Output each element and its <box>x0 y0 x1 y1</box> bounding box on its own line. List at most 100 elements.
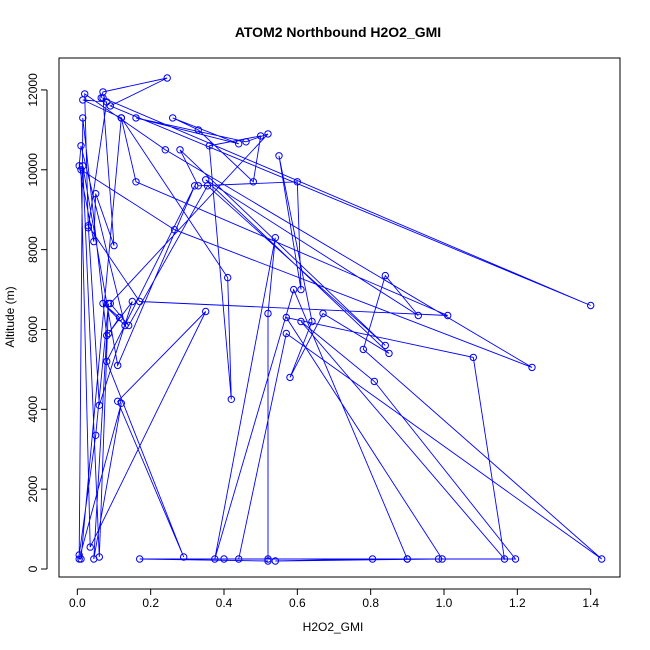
data-point <box>90 555 98 563</box>
data-point <box>176 146 184 154</box>
data-point <box>92 190 100 198</box>
data-point <box>290 285 298 294</box>
data-point <box>128 297 137 306</box>
data-point <box>90 237 98 246</box>
data-point <box>528 363 536 372</box>
data-point <box>293 178 301 186</box>
data-point <box>370 377 378 386</box>
y-tick-label: 12000 <box>26 73 40 107</box>
data-point <box>438 555 446 563</box>
data-point <box>86 543 94 551</box>
data-point <box>286 373 294 382</box>
x-tick-label: 0.8 <box>362 596 379 610</box>
data-point <box>511 555 520 563</box>
data-point <box>235 555 243 563</box>
y-tick-label: 0 <box>26 565 40 572</box>
data-point <box>414 311 422 320</box>
chart-title: ATOM2 Northbound H2O2_GMI <box>235 24 441 40</box>
y-axis-label: Altitude (m) <box>3 286 17 347</box>
data-point <box>308 317 316 326</box>
data-point <box>271 234 279 242</box>
x-tick-label: 1.2 <box>509 596 526 610</box>
data-point <box>249 178 258 186</box>
data-point <box>211 555 219 563</box>
data-point <box>191 182 199 190</box>
data-point <box>84 224 93 232</box>
data-point <box>205 142 214 150</box>
data-point <box>79 114 87 122</box>
data-point <box>271 557 279 565</box>
data-point <box>275 152 283 160</box>
data-point <box>121 321 129 330</box>
data-point <box>202 176 210 184</box>
x-tick-label: 0.4 <box>216 596 233 610</box>
data-point <box>99 94 107 102</box>
data-point <box>297 317 305 326</box>
data-point <box>81 90 89 98</box>
plot-frame <box>58 57 621 578</box>
data-point <box>385 349 393 358</box>
data-point <box>359 345 367 354</box>
data-point <box>403 555 411 563</box>
y-tick-label: 4000 <box>26 396 40 423</box>
data-point <box>469 353 477 362</box>
data-point <box>434 555 443 563</box>
data-point <box>598 555 606 563</box>
x-tick-label: 0.0 <box>69 596 86 610</box>
data-point <box>282 329 290 338</box>
x-tick-label: 0.2 <box>142 596 159 610</box>
data-point <box>117 114 126 122</box>
data-point <box>75 551 83 559</box>
data-point <box>297 285 305 294</box>
data-point <box>227 395 236 403</box>
series-layer <box>75 74 606 565</box>
data-point <box>136 297 144 306</box>
data-point <box>319 309 327 318</box>
x-tick-label: 1.4 <box>582 596 599 610</box>
data-point <box>202 307 210 316</box>
data-point <box>169 114 177 122</box>
data-point <box>381 341 389 350</box>
data-point <box>103 331 111 340</box>
data-point <box>75 162 83 170</box>
x-tick-label: 1.0 <box>436 596 453 610</box>
data-point <box>264 555 272 563</box>
data-point <box>114 361 122 370</box>
data-point <box>264 130 272 138</box>
data-point <box>163 74 171 82</box>
data-point <box>170 226 179 234</box>
data-point <box>125 321 133 330</box>
data-point <box>103 357 111 366</box>
data-point <box>92 431 100 439</box>
data-point <box>106 299 115 308</box>
y-tick-label: 8000 <box>26 236 40 263</box>
data-point <box>587 301 595 310</box>
data-point <box>95 401 104 409</box>
data-point <box>77 166 85 174</box>
data-point <box>220 555 228 563</box>
data-point <box>84 222 93 230</box>
data-point <box>104 329 113 338</box>
data-point <box>282 313 290 322</box>
data-point <box>194 126 203 134</box>
data-point <box>115 313 124 322</box>
data-point <box>381 271 389 280</box>
y-tick-label: 6000 <box>26 316 40 343</box>
x-axis: 0.0 0.2 0.4 0.6 0.8 1.0 1.2 1.4 <box>69 588 599 610</box>
data-point <box>77 555 85 563</box>
data-point <box>444 311 452 320</box>
data-point <box>136 555 144 563</box>
data-point <box>180 553 188 561</box>
series-line <box>78 77 602 562</box>
x-axis-label: H2O2_GMI <box>303 620 364 634</box>
data-point <box>103 98 111 106</box>
data-point <box>235 140 243 148</box>
data-point <box>117 399 126 407</box>
data-point <box>161 146 170 154</box>
y-tick-label: 10000 <box>26 153 40 187</box>
data-point <box>114 397 122 405</box>
data-point <box>132 114 140 122</box>
data-point <box>264 309 272 318</box>
data-point <box>242 138 250 146</box>
